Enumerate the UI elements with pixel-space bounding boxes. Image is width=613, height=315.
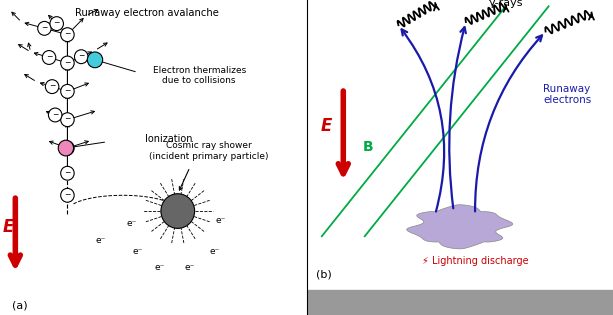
Text: Runaway electron avalanche: Runaway electron avalanche: [75, 8, 219, 18]
Text: (b): (b): [316, 269, 332, 279]
Text: −: −: [64, 143, 70, 152]
Circle shape: [61, 113, 74, 127]
Text: −: −: [64, 168, 70, 177]
Text: ⚡ Lightning discharge: ⚡ Lightning discharge: [422, 256, 528, 266]
Text: −: −: [64, 86, 70, 95]
Circle shape: [61, 166, 74, 180]
Circle shape: [50, 17, 64, 31]
Bar: [306, 290, 613, 315]
Circle shape: [61, 28, 74, 42]
Text: (a): (a): [12, 301, 28, 311]
Text: −: −: [64, 58, 70, 67]
Circle shape: [42, 50, 56, 65]
Circle shape: [58, 140, 74, 156]
Text: −: −: [46, 52, 52, 61]
Text: e⁻: e⁻: [154, 263, 164, 272]
Text: Ionization: Ionization: [145, 134, 192, 144]
Text: −: −: [64, 30, 70, 38]
Text: B: B: [362, 140, 373, 154]
Circle shape: [48, 108, 62, 122]
Circle shape: [75, 50, 88, 64]
Text: e⁻: e⁻: [127, 219, 137, 228]
Text: −: −: [49, 82, 55, 90]
Text: −: −: [53, 19, 60, 27]
Circle shape: [38, 21, 51, 35]
Text: E: E: [3, 218, 14, 236]
Text: e⁻: e⁻: [185, 263, 195, 272]
Text: Cosmic ray shower
(incident primary particle): Cosmic ray shower (incident primary part…: [149, 141, 268, 161]
Circle shape: [61, 141, 74, 155]
Text: e⁻: e⁻: [210, 248, 219, 256]
Circle shape: [61, 84, 74, 98]
Text: e⁻: e⁻: [216, 216, 226, 225]
Circle shape: [61, 56, 74, 70]
Text: −: −: [78, 52, 85, 60]
Text: Runaway
electrons: Runaway electrons: [543, 84, 591, 105]
Text: −: −: [64, 190, 70, 199]
Text: −: −: [41, 23, 48, 32]
Text: E: E: [321, 117, 332, 135]
Circle shape: [61, 188, 74, 202]
Text: Electron thermalizes
due to collisions: Electron thermalizes due to collisions: [153, 66, 246, 85]
Circle shape: [45, 80, 59, 94]
Text: −: −: [64, 115, 70, 123]
Text: −: −: [52, 110, 58, 119]
Text: γ-rays: γ-rays: [489, 0, 523, 8]
Circle shape: [161, 194, 195, 228]
Circle shape: [88, 52, 103, 68]
Text: e⁻: e⁻: [133, 248, 143, 256]
Polygon shape: [406, 205, 512, 249]
Text: e⁻: e⁻: [96, 236, 106, 244]
